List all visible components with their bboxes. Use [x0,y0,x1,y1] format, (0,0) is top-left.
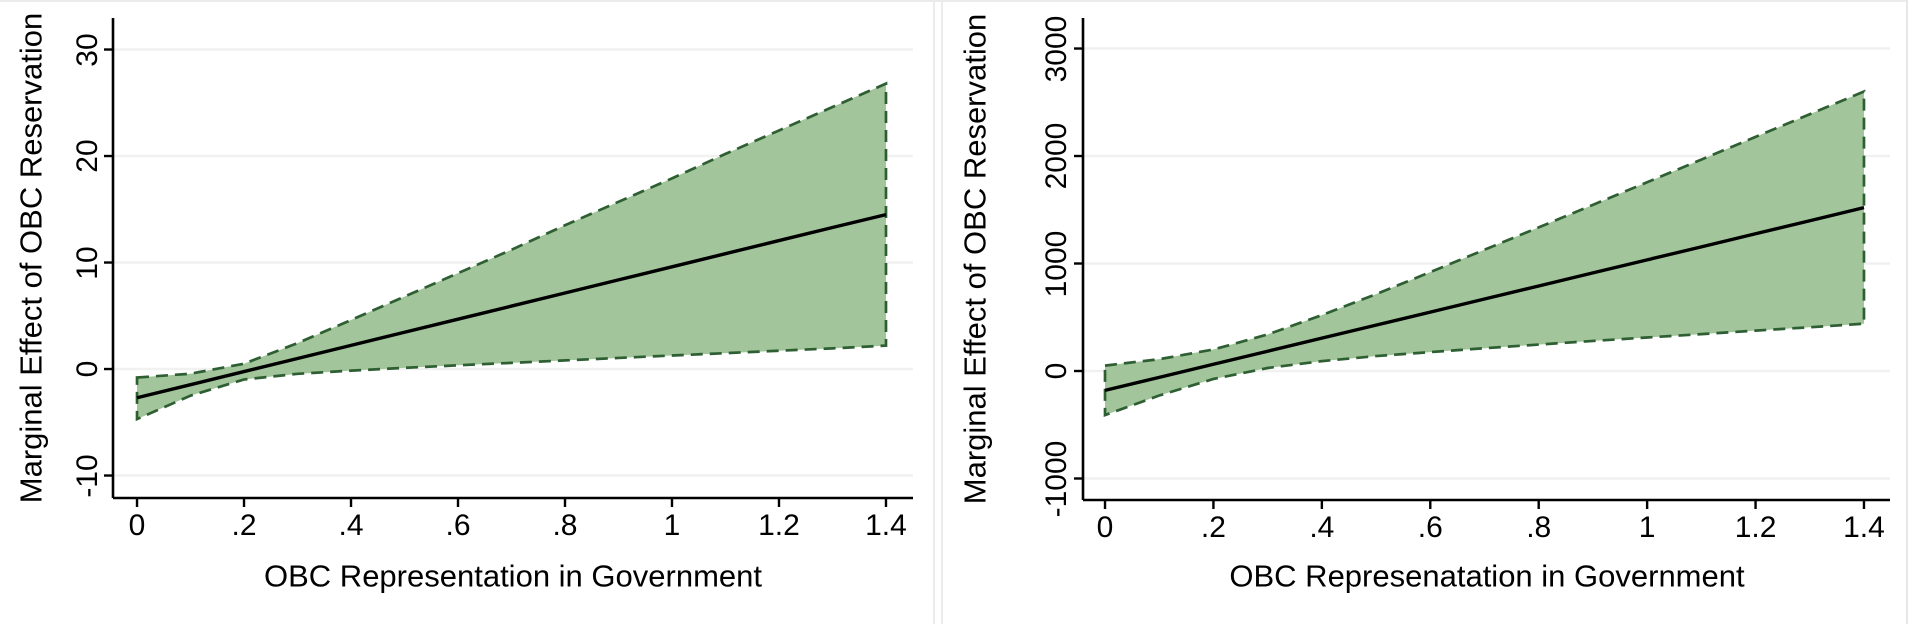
marginal-effect-line [136,212,887,400]
x-axis-title-right: OBC Represenatation in Government [1229,558,1745,594]
y-tick-label: 20 [71,139,104,173]
x-tick-label: .4 [1309,511,1335,544]
x-tick-label: .6 [445,509,471,542]
panel-divider-right-line [941,0,943,624]
y-tick-label: 3000 [1040,15,1073,82]
confidence-band [135,81,888,422]
x-tick-label: .6 [1417,511,1443,544]
chart-panel-left: Marginal Effect of OBC Reservation OBC R… [0,0,929,624]
x-tick-label: 0 [128,509,146,542]
right-border [1906,0,1908,624]
y-tick-label: 0 [71,360,104,378]
y-tick-label: 30 [71,32,104,67]
x-tick-label: .8 [552,509,578,542]
x-tick-label: 1 [1638,511,1656,544]
x-tick-label: .2 [1200,511,1226,544]
y-axis-title-left: Marginal Effect of OBC Reservation [13,12,49,504]
y-tick-label: 1000 [1040,230,1073,297]
confidence-band [1103,89,1866,418]
x-tick-label: 1.4 [865,509,907,542]
x-tick-label: .2 [231,509,257,542]
y-tick-label: 10 [71,245,104,280]
x-tick-label: 1.2 [758,509,800,542]
y-tick-label: 2000 [1040,122,1073,190]
x-tick-label: .4 [338,509,364,542]
x-axis-title-left: OBC Representation in Government [264,558,762,594]
y-tick-label: -10 [71,453,104,498]
x-tick-label: .8 [1526,511,1552,544]
x-tick-label: 1.2 [1734,511,1777,544]
plot-right [1074,18,1890,509]
top-border [0,0,1907,2]
x-tick-label: 1.4 [1843,511,1885,544]
y-tick-label: -1000 [1040,440,1073,517]
x-tick-label: 1 [663,509,681,542]
y-axis-title-right: Marginal Effect of OBC Reservation [957,13,993,505]
chart-panel-right: Marginal Effect of OBC Reservation OBC R… [947,0,1929,624]
x-tick-label: 0 [1096,511,1114,544]
plot-left [104,18,913,507]
y-tick-label: 0 [1040,362,1073,380]
marginal-effect-line [1104,205,1865,393]
panel-divider-left-line [933,0,935,624]
